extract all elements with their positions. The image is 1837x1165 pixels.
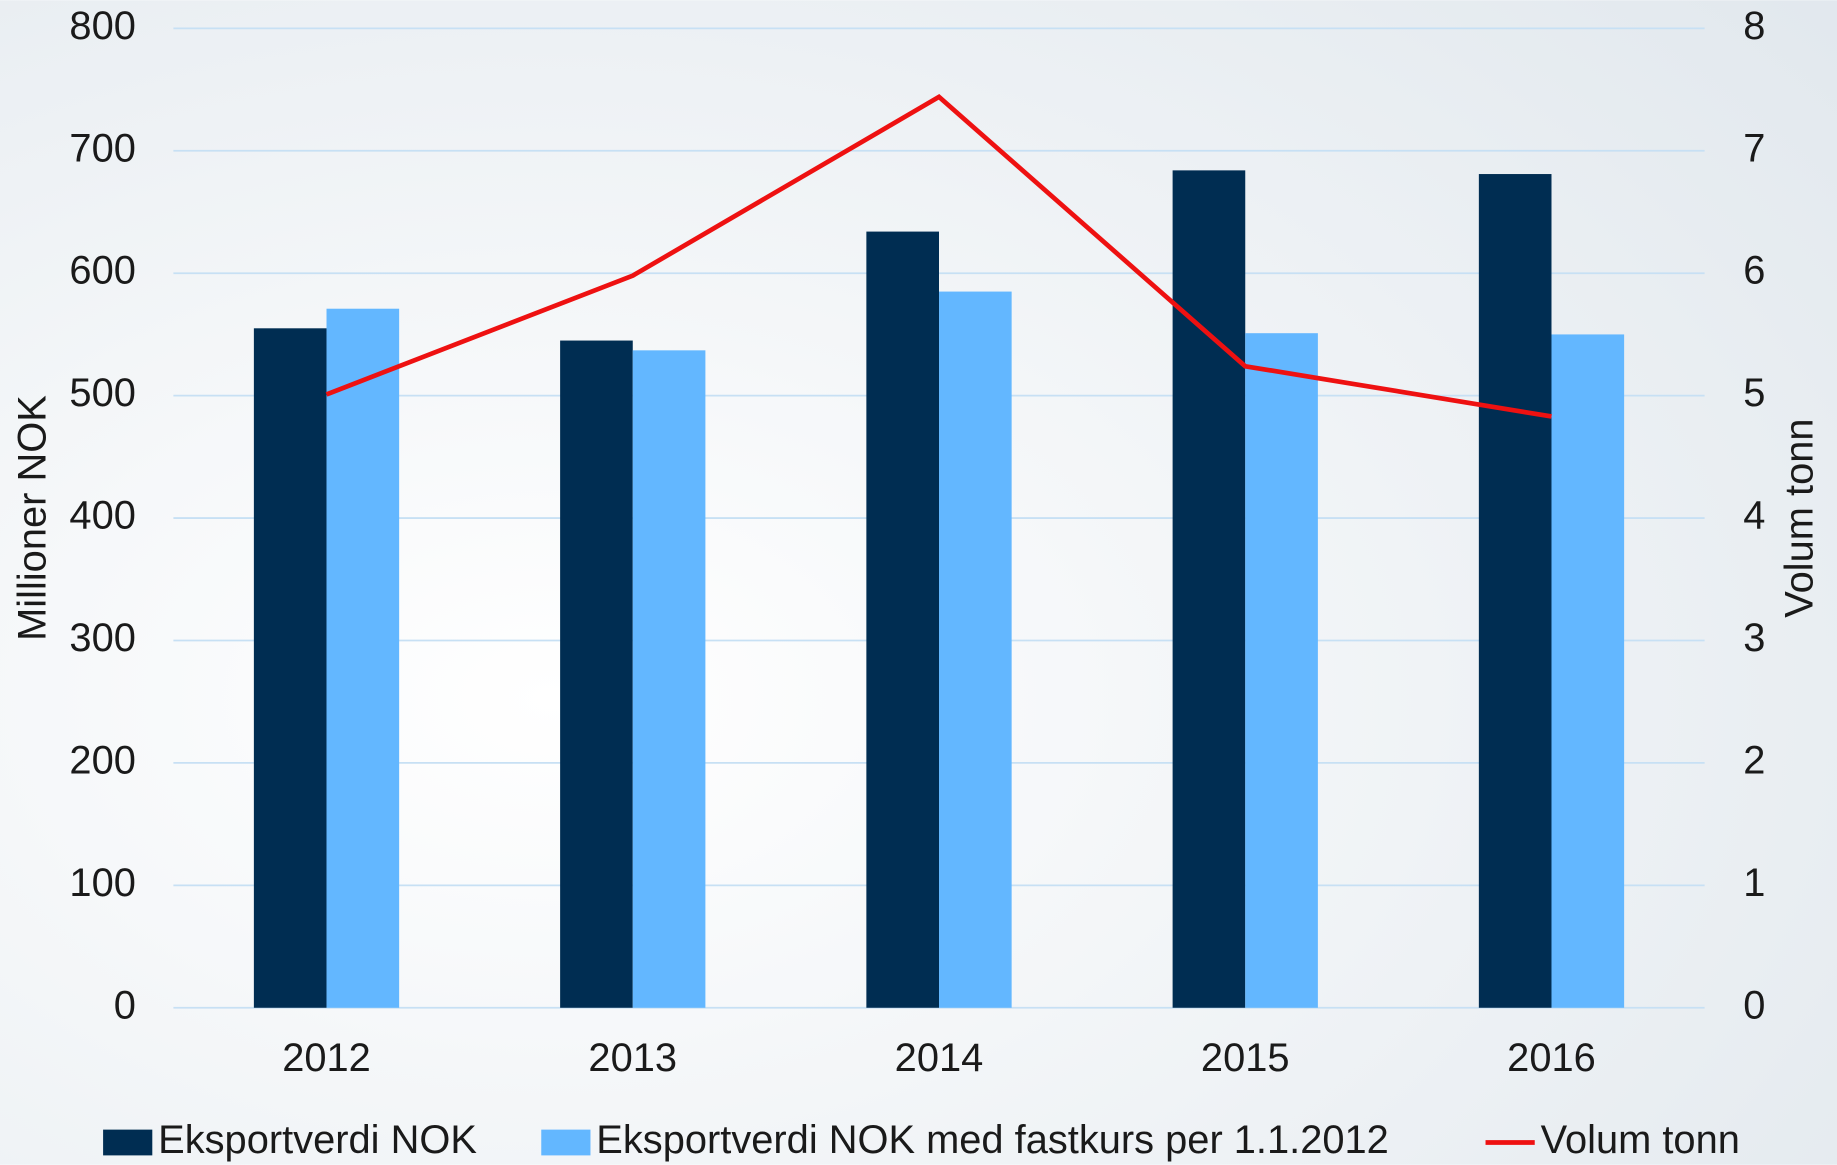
y-tick-label: 800 <box>69 4 135 48</box>
y2-axis-label: Volum tonn <box>1777 418 1821 617</box>
x-tick-label: 2014 <box>895 1036 984 1080</box>
bar <box>1478 174 1552 1008</box>
legend-label: Volum tonn <box>1541 1118 1740 1162</box>
legend-label: Eksportverdi NOK med fastkurs per 1.1.20… <box>596 1118 1388 1162</box>
y-tick-label: 700 <box>69 126 135 170</box>
y-tick-label: 200 <box>69 738 135 782</box>
y2-tick-label: 2 <box>1743 738 1765 782</box>
y2-tick-label: 8 <box>1743 4 1765 48</box>
line <box>325 94 1552 419</box>
bar <box>632 350 706 1008</box>
y2-tick-label: 6 <box>1743 249 1765 293</box>
y2-tick-label: 3 <box>1743 616 1765 660</box>
y-tick-label: 300 <box>69 616 135 660</box>
bar <box>326 308 400 1008</box>
legend-swatch <box>103 1129 153 1156</box>
x-tick-label: 2016 <box>1507 1036 1596 1080</box>
y2-tick-label: 7 <box>1743 126 1765 170</box>
y-axis-label: Millioner NOK <box>11 395 55 641</box>
y-tick-label: 600 <box>69 249 135 293</box>
bar <box>1172 170 1246 1008</box>
y2-tick-label: 1 <box>1743 861 1765 905</box>
y-tick-label: 100 <box>69 861 135 905</box>
bar <box>866 231 940 1008</box>
y-tick-label: 400 <box>69 494 135 538</box>
x-tick-label: 2013 <box>588 1036 677 1080</box>
bar <box>1551 334 1625 1008</box>
y2-tick-label: 4 <box>1743 494 1765 538</box>
x-tick-label: 2015 <box>1201 1036 1290 1080</box>
y2-tick-label: 0 <box>1743 983 1765 1027</box>
legend-swatch <box>541 1129 591 1156</box>
y-tick-label: 0 <box>114 983 136 1027</box>
bar <box>939 291 1012 1008</box>
y-tick-label: 500 <box>69 371 135 415</box>
bar <box>253 328 327 1008</box>
bar <box>1245 333 1318 1008</box>
legend-label: Eksportverdi NOK <box>158 1118 477 1162</box>
y2-tick-label: 5 <box>1743 371 1765 415</box>
bar <box>560 340 633 1008</box>
x-tick-label: 2012 <box>282 1036 371 1080</box>
